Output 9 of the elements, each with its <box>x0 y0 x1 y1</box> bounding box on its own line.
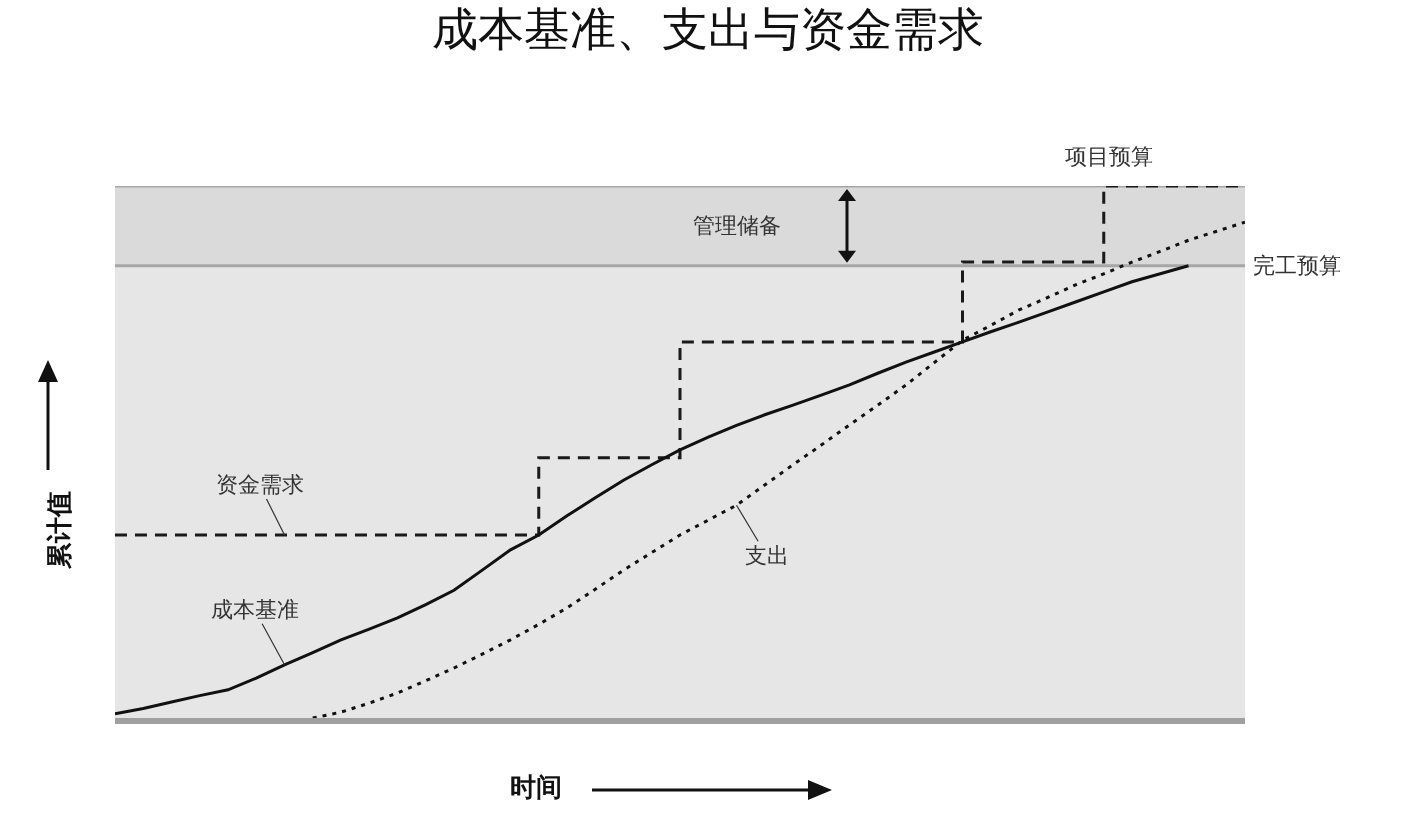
chart-title: 成本基准、支出与资金需求 <box>432 1 984 56</box>
x-axis-title: 时间 <box>510 771 562 804</box>
series-label: 成本基准 <box>211 597 299 622</box>
band-label: 管理储备 <box>693 213 781 238</box>
ref-line-label: 项目预算 <box>1065 144 1153 169</box>
series-label: 资金需求 <box>216 472 304 497</box>
y-axis-title: 累计值 <box>42 491 75 569</box>
series-label: 支出 <box>745 543 789 568</box>
ref-line-label: 完工预算 <box>1253 253 1341 278</box>
